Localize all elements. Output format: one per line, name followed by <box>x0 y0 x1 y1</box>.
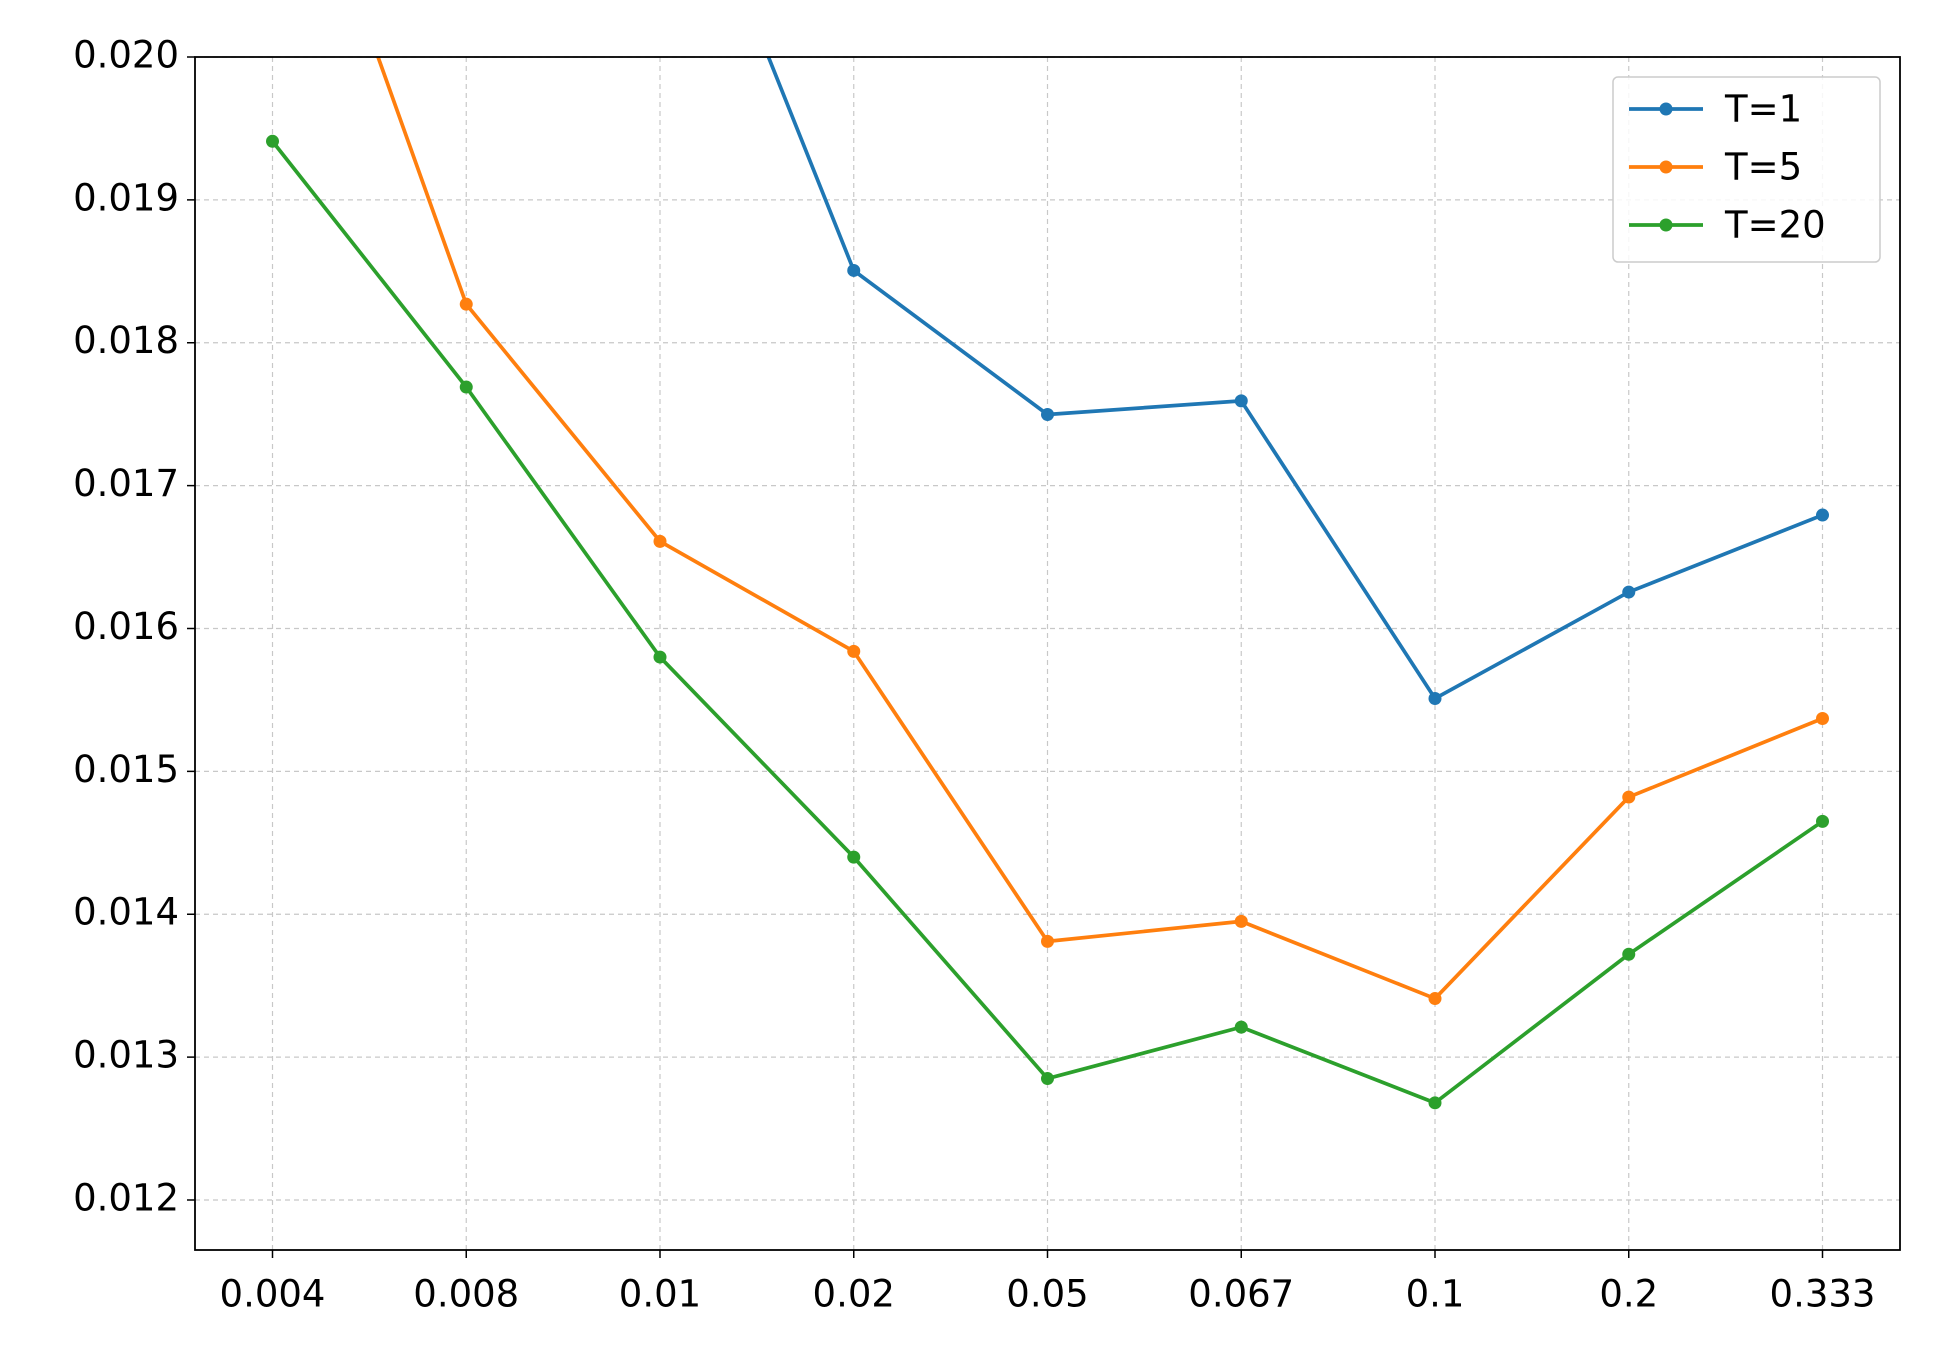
data-point <box>1428 1096 1442 1110</box>
y-tick-label: 0.014 <box>73 891 179 934</box>
data-point <box>1428 692 1442 706</box>
x-tick-label: 0.067 <box>1188 1273 1294 1316</box>
y-tick-label: 0.013 <box>73 1034 179 1077</box>
y-tick-label: 0.017 <box>73 462 179 505</box>
data-point <box>847 263 861 277</box>
x-tick-label: 0.01 <box>619 1273 701 1316</box>
y-tick-label: 0.018 <box>73 319 179 362</box>
y-tick-label: 0.012 <box>73 1176 179 1219</box>
x-tick-label: 0.004 <box>220 1273 326 1316</box>
data-point <box>847 644 861 658</box>
data-point <box>1428 992 1442 1006</box>
x-tick-label: 0.1 <box>1406 1273 1465 1316</box>
legend-marker <box>1659 160 1673 174</box>
data-point <box>1816 508 1829 522</box>
data-point <box>653 534 667 548</box>
legend-marker <box>1659 102 1673 116</box>
data-point <box>1622 790 1636 804</box>
x-tick-label: 0.2 <box>1599 1273 1658 1316</box>
data-point <box>1622 585 1636 599</box>
data-point <box>1234 914 1248 928</box>
plot-area <box>266 57 1829 1110</box>
data-point <box>653 650 667 664</box>
data-point <box>459 380 473 394</box>
axes-frame <box>194 56 1901 1251</box>
y-tick-label: 0.016 <box>73 605 179 648</box>
x-tick-label: 0.05 <box>1006 1273 1088 1316</box>
data-point <box>266 134 279 148</box>
y-tick-label: 0.015 <box>73 748 179 791</box>
data-point <box>1234 394 1248 408</box>
legend-box <box>1612 76 1881 263</box>
legend-marker <box>1659 218 1673 232</box>
data-point <box>1041 934 1054 948</box>
data-point <box>1622 947 1636 961</box>
x-tick-label: 0.333 <box>1770 1273 1876 1316</box>
legend-label: T=20 <box>1724 204 1826 247</box>
data-point <box>1816 712 1829 726</box>
data-point <box>459 297 473 311</box>
data-point <box>1234 1020 1248 1034</box>
data-point <box>847 850 861 864</box>
data-point <box>1041 1072 1054 1086</box>
x-tick-label: 0.02 <box>813 1273 895 1316</box>
data-point <box>1816 814 1829 828</box>
data-point <box>1041 407 1054 421</box>
y-tick-label: 0.020 <box>73 34 179 77</box>
x-tick-label: 0.008 <box>413 1273 519 1316</box>
legend-label: T=5 <box>1724 146 1802 189</box>
legend-label: T=1 <box>1724 88 1802 131</box>
y-tick-label: 0.019 <box>73 176 179 219</box>
